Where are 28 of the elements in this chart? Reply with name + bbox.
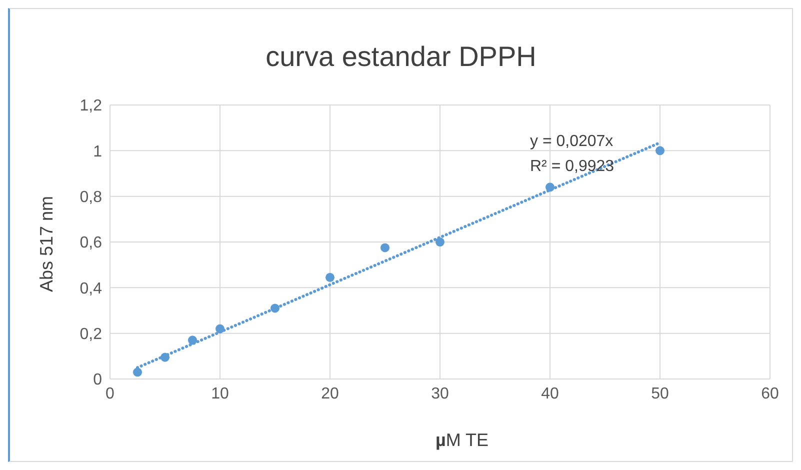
point: [215, 324, 225, 334]
point: [160, 352, 170, 362]
x-tick-label: 20: [321, 385, 339, 402]
point: [325, 272, 335, 282]
x-tick-label: 40: [541, 385, 559, 402]
y-tick-label: 1: [93, 143, 102, 160]
x-tick-label: 0: [106, 385, 115, 402]
chart-title: curva estandar DPPH: [264, 41, 538, 73]
y-tick-label: 0,4: [80, 280, 102, 298]
x-tick-label: 30: [431, 385, 449, 402]
point: [380, 243, 390, 252]
x-tick-label: 50: [651, 385, 669, 402]
point: [132, 368, 142, 377]
point: [435, 237, 445, 247]
annotation: y = 0,0207x: [530, 133, 614, 151]
y-tick-label: 1,2: [80, 98, 102, 115]
y-axis-title: Abs 517 nm: [36, 196, 56, 292]
x-axis-title: µM TE: [435, 430, 489, 450]
point: [545, 182, 555, 192]
point: [270, 304, 280, 313]
y-tick-label: 0,2: [80, 326, 102, 344]
x-tick-label: 60: [761, 385, 779, 402]
point: [188, 336, 198, 345]
y-tick-label: 0,6: [80, 234, 102, 252]
point: [655, 146, 665, 156]
y-tick-label: 0: [93, 372, 102, 389]
y-tick-label: 0,8: [80, 189, 102, 206]
x-tick-label: 10: [211, 385, 229, 402]
